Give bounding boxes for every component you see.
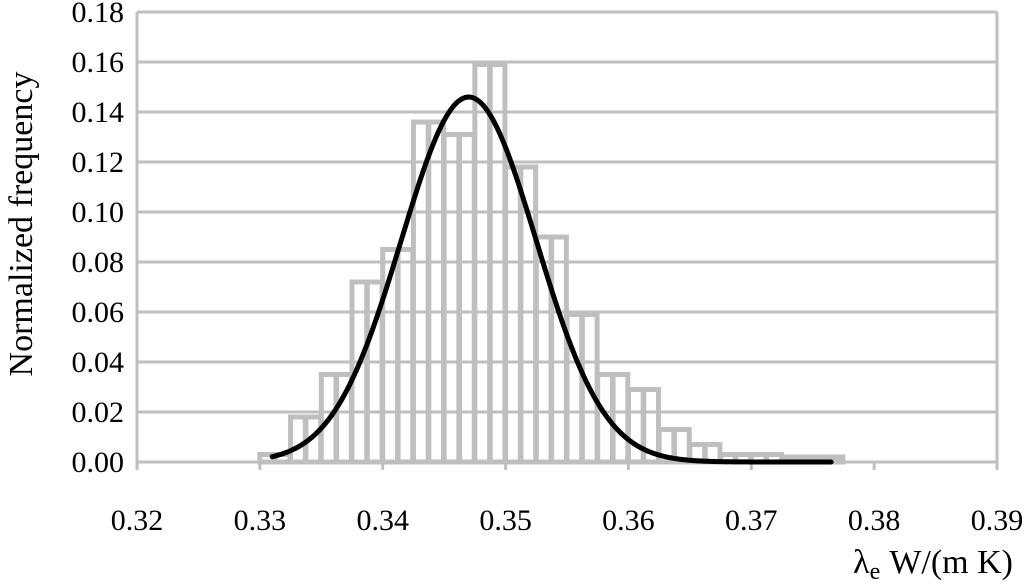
histogram-bar — [640, 387, 662, 465]
y-tick-label: 0.06 — [72, 296, 125, 329]
x-tick-label: 0.38 — [848, 504, 901, 537]
histogram-bars — [257, 62, 846, 465]
x-tick-labels: 0.32 0.33 0.34 0.35 0.36 0.37 0.38 0.39 — [111, 504, 1024, 537]
y-axis-title: Normalized frequency — [3, 72, 40, 377]
y-tick-label: 0.16 — [72, 46, 125, 79]
x-axis-title-unit: W/(m K) — [889, 544, 1013, 581]
x-tick-label: 0.32 — [111, 504, 164, 537]
x-tick-label: 0.39 — [971, 504, 1024, 537]
normal-fit-curve — [269, 94, 834, 465]
x-axis-title-subscript: e — [870, 559, 881, 582]
histogram-bar — [394, 247, 416, 465]
y-tick-labels: 0.00 0.02 0.04 0.06 0.08 0.10 0.12 0.14 0.16 0.18 — [72, 0, 125, 479]
y-tick-label: 0.08 — [72, 246, 125, 279]
x-tick-label: 0.36 — [602, 504, 655, 537]
x-tick-label: 0.33 — [234, 504, 287, 537]
y-tick-label: 0.04 — [72, 346, 125, 379]
x-tick-label: 0.35 — [479, 504, 532, 537]
y-tick-label: 0.14 — [72, 96, 125, 129]
x-axis-title-symbol: λ — [853, 544, 870, 581]
fit-curve-group — [269, 94, 834, 465]
y-tick-label: 0.12 — [72, 146, 125, 179]
y-tick-label: 0.02 — [72, 396, 125, 429]
y-tick-label: 0.10 — [72, 196, 125, 229]
x-axis-title: λe W/(m K) — [853, 544, 1013, 582]
x-tick-label: 0.37 — [725, 504, 778, 537]
y-tick-label: 0.18 — [72, 0, 125, 29]
x-tick-label: 0.34 — [356, 504, 409, 537]
histogram-bar — [609, 372, 631, 465]
y-tick-label: 0.00 — [72, 446, 125, 479]
histogram-bar — [548, 234, 569, 465]
